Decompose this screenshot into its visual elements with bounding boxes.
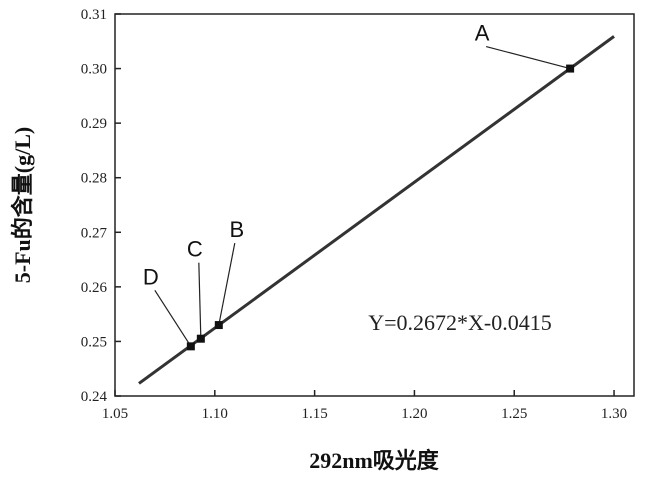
data-point-d: D bbox=[143, 264, 195, 350]
y-tick-label: 0.29 bbox=[81, 116, 107, 132]
y-tick-label: 0.26 bbox=[81, 280, 108, 296]
x-axis-title: 292nm吸光度 bbox=[309, 448, 440, 473]
y-tick-label: 0.28 bbox=[81, 171, 107, 187]
y-axis-title: 5-Fu的含量(g/L) bbox=[10, 127, 35, 283]
data-point-a: A bbox=[475, 21, 574, 73]
x-axis-ticks: 1.05 1.10 1.15 1.20 1.25 1.30 bbox=[102, 390, 627, 422]
data-point-b: B bbox=[215, 217, 244, 329]
y-tick-label: 0.31 bbox=[81, 7, 107, 23]
point-label: A bbox=[475, 21, 490, 46]
x-tick-label: 1.10 bbox=[202, 406, 228, 422]
point-marker bbox=[197, 335, 205, 343]
point-label: C bbox=[187, 237, 203, 262]
point-marker bbox=[215, 321, 223, 329]
point-label: D bbox=[143, 264, 159, 289]
x-tick-label: 1.15 bbox=[301, 406, 327, 422]
leader-line bbox=[155, 290, 191, 346]
x-tick-label: 1.05 bbox=[102, 406, 128, 422]
point-marker bbox=[187, 342, 195, 350]
data-point-c: C bbox=[187, 237, 205, 343]
x-tick-label: 1.20 bbox=[401, 406, 427, 422]
y-tick-label: 0.24 bbox=[81, 389, 108, 405]
leader-line bbox=[199, 263, 201, 339]
plot-frame bbox=[115, 14, 634, 396]
y-tick-label: 0.27 bbox=[81, 225, 108, 241]
point-label: B bbox=[229, 217, 244, 242]
point-marker bbox=[566, 65, 574, 73]
data-points: A B C D bbox=[143, 21, 574, 351]
leader-line bbox=[219, 243, 235, 325]
x-tick-label: 1.30 bbox=[601, 406, 627, 422]
y-tick-label: 0.25 bbox=[81, 334, 107, 350]
fit-equation: Y=0.2672*X-0.0415 bbox=[368, 310, 552, 335]
leader-line bbox=[486, 47, 570, 69]
x-tick-label: 1.25 bbox=[501, 406, 527, 422]
y-tick-label: 0.30 bbox=[81, 62, 107, 78]
